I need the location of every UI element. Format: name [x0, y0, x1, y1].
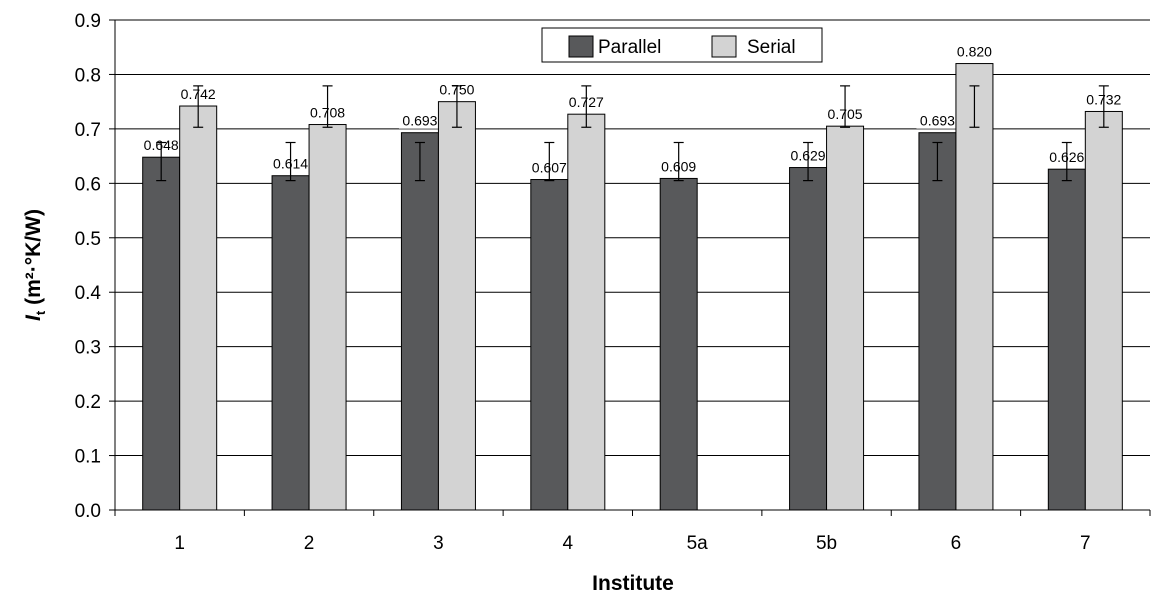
y-axis-title-subscript: t [33, 310, 48, 315]
x-axis-title: Institute [592, 572, 674, 595]
y-axis-title-unit: (m²·°K/W) [22, 209, 45, 311]
bar-serial [567, 113, 606, 511]
bar-parallel [271, 175, 310, 511]
bar-parallel [530, 179, 569, 511]
x-tick-label: 4 [563, 533, 574, 554]
axes [109, 19, 1151, 516]
data-label-background [398, 113, 441, 129]
legend-label-serial: Serial [747, 37, 796, 58]
y-axis-title: It (m²·°K/W) [22, 209, 48, 321]
x-tick-label: 2 [304, 533, 315, 554]
bar-parallel [400, 132, 439, 511]
bars [142, 63, 1123, 511]
x-tick-label: 5a [687, 533, 709, 554]
data-label-parallel: 0.693 [920, 113, 955, 129]
y-tick-label: 0.5 [75, 229, 101, 250]
bar-parallel [1047, 168, 1086, 511]
bar-serial [1084, 110, 1123, 511]
x-tick-label: 6 [951, 533, 962, 554]
bar-serial [437, 101, 476, 511]
bar-serial [955, 63, 994, 511]
bar-parallel [789, 167, 828, 511]
y-tick-label: 0.9 [75, 11, 101, 32]
y-tick-label: 0.1 [75, 447, 101, 468]
bar-serial [826, 125, 865, 511]
legend-label-parallel: Parallel [598, 37, 661, 58]
y-tick-label: 0.4 [75, 283, 102, 304]
data-label-background [916, 113, 959, 129]
legend-swatch-serial [711, 35, 737, 58]
data-label-serial: 0.820 [957, 44, 992, 60]
y-tick-label: 0.0 [75, 501, 101, 522]
data-label-parallel: 0.693 [402, 113, 437, 129]
y-axis-title-symbol: I [22, 314, 45, 321]
bar-serial [308, 124, 347, 511]
bar-parallel [142, 156, 181, 511]
tick-labels: 0.0 0.1 0.2 0.3 0.4 0.5 0.6 0.7 0.8 0.9 1 2 3 4 5a 5b 6 7 [75, 11, 1091, 554]
data-label-background [953, 44, 996, 60]
legend: Parallel Serial [541, 27, 823, 63]
x-tick-label: 3 [433, 533, 444, 554]
y-tick-label: 0.2 [75, 392, 101, 413]
x-tick-label: 1 [174, 533, 185, 554]
bar-serial [179, 105, 218, 511]
y-tick-label: 0.7 [75, 120, 101, 141]
gridlines [115, 19, 1150, 457]
bar-parallel [659, 177, 698, 511]
x-tick-label: 5b [816, 533, 837, 554]
x-tick-label: 7 [1080, 533, 1091, 554]
y-tick-label: 0.8 [75, 65, 101, 86]
legend-swatch-parallel [568, 35, 594, 58]
y-tick-label: 0.6 [75, 174, 101, 195]
bar-parallel [918, 132, 957, 511]
y-tick-label: 0.3 [75, 338, 101, 359]
error-bars [156, 85, 1109, 182]
